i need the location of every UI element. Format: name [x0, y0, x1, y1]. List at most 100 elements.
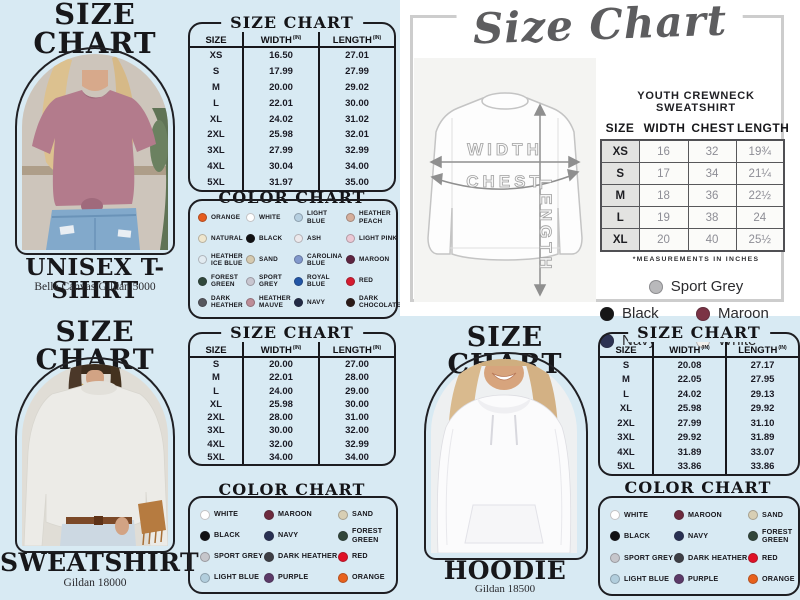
- col-length: LENGTH (IN): [725, 338, 798, 363]
- color-swatch: MAROON: [264, 506, 338, 524]
- chest-cell: 36: [687, 184, 737, 207]
- color-swatch: NATURAL: [198, 230, 246, 248]
- color-label: HEATHER ICE BLUE: [211, 252, 243, 267]
- color-label: NAVY: [278, 530, 299, 540]
- tshirt-heading: SIZE CHART: [33, 0, 157, 60]
- color-label: SPORT GREY: [214, 551, 264, 561]
- color-swatch: FOREST GREEN: [198, 272, 246, 290]
- hoodie-photo: [431, 359, 577, 553]
- size-cell: M: [212, 81, 220, 93]
- color-dot: [200, 551, 210, 562]
- color-dot: [346, 297, 355, 307]
- color-label: BLACK: [214, 530, 241, 540]
- color-dot: [610, 531, 620, 542]
- tshirt-size-table-header: SIZE WIDTH (IN) LENGTH (IN): [190, 28, 394, 53]
- sweatshirt-diagram: WIDTH CHEST LENGTH: [414, 58, 596, 302]
- col-width: WIDTH (IN): [242, 28, 318, 53]
- table-row: 4XL 31.89 33.07: [600, 445, 798, 460]
- color-swatch: HEATHER ICE BLUE: [198, 251, 246, 269]
- size-cell: S: [212, 66, 220, 78]
- width-cell: 19: [638, 206, 689, 229]
- size-cell: 4XL: [207, 160, 225, 172]
- color-swatch: Black: [600, 300, 696, 327]
- color-label: DARK HEATHER: [278, 551, 338, 561]
- size-cell: L: [213, 385, 219, 397]
- color-label: Maroon: [718, 305, 769, 322]
- color-dot: [610, 574, 620, 585]
- mauve-tshirt: [32, 90, 156, 206]
- width-cell: 22.05: [652, 372, 725, 387]
- color-dot: [346, 213, 355, 223]
- color-dot: [294, 234, 303, 244]
- color-dot: [198, 297, 207, 307]
- width-cell: 28.00: [242, 411, 318, 425]
- color-dot: [246, 255, 255, 265]
- color-swatch: SPORT GREY: [610, 549, 674, 567]
- length-cell: 27.99: [318, 63, 394, 80]
- table-row: 3XL 29.92 31.89: [600, 430, 798, 445]
- color-label: WHITE: [259, 213, 281, 221]
- sweatshirt-model-illustration: [22, 364, 168, 546]
- color-label: SAND: [259, 256, 278, 264]
- color-swatch: BLACK: [610, 527, 674, 545]
- color-swatch: FOREST GREEN: [748, 527, 796, 545]
- color-swatch: WHITE: [610, 506, 674, 524]
- width-cell: 29.92: [652, 430, 725, 445]
- youth-table-header: SIZE WIDTH CHEST LENGTH: [600, 121, 792, 135]
- length-cell: 32.00: [318, 424, 394, 438]
- hoodie-model-illustration: [431, 359, 577, 553]
- table-row: M 22.01 28.00: [190, 371, 394, 385]
- size-cell: 4XL: [207, 438, 225, 450]
- width-cell: 20: [638, 228, 689, 252]
- hood: [477, 397, 531, 414]
- color-label: SAND: [352, 509, 374, 519]
- color-dot: [338, 509, 348, 520]
- chest-cell: 40: [687, 228, 737, 252]
- color-swatch: LIGHT PINK: [346, 230, 401, 248]
- table-row: 4XL 32.00 32.99: [190, 437, 394, 451]
- jeans: [46, 208, 140, 250]
- width-cell: 31.97: [242, 174, 318, 191]
- sweatshirt-photo: [22, 364, 168, 546]
- size-cell: S: [600, 162, 640, 185]
- color-swatch: ORANGE: [198, 209, 246, 227]
- length-cell: 19¾: [735, 139, 785, 163]
- youth-table-area: YOUTH CREWNECK SWEATSHIRT SIZE WIDTH CHE…: [600, 90, 792, 354]
- color-dot: [294, 276, 303, 286]
- col-size: SIZE: [605, 121, 635, 135]
- color-dot: [346, 276, 355, 286]
- color-label: SAND: [762, 509, 784, 519]
- color-dot: [294, 255, 303, 265]
- size-cell: L: [623, 388, 629, 400]
- length-cell: 32.99: [318, 142, 394, 159]
- color-swatch: DARK HEATHER: [198, 293, 246, 311]
- color-swatch: Maroon: [696, 300, 792, 327]
- width-cell: 31.89: [652, 445, 725, 460]
- col-width: WIDTH (IN): [242, 338, 318, 363]
- length-cell: 31.00: [318, 411, 394, 425]
- tshirt-size-table-title: SIZE CHART: [221, 13, 363, 32]
- sweatshirt-size-table-header: SIZE WIDTH (IN) LENGTH (IN): [190, 338, 394, 363]
- model-neck: [82, 70, 108, 91]
- color-dot: [198, 255, 207, 265]
- color-label: DARK HEATHER: [211, 294, 243, 310]
- width-cell: 30.00: [242, 424, 318, 438]
- table-row: XL 24.02 31.02: [190, 111, 394, 127]
- color-swatch: NAVY: [294, 293, 346, 311]
- color-swatch: LIGHT BLUE: [610, 570, 674, 588]
- length-cell: 29.02: [318, 79, 394, 96]
- size-cell: 2XL: [207, 412, 225, 424]
- tshirt-product-subtitle: Bella Canvas/Gildan 5000: [34, 281, 156, 293]
- color-swatch: ORANGE: [338, 569, 394, 587]
- color-label: DARK HEATHER: [688, 552, 748, 562]
- color-label: WHITE: [214, 509, 239, 519]
- width-cell: 30.04: [242, 158, 318, 175]
- tshirt-size-table: SIZE CHART SIZE WIDTH (IN) LENGTH (IN) XS …: [188, 13, 396, 192]
- hoodie-color-chart: WHITE MAROON SAND BLACK NAVY FOREST GREE…: [598, 496, 800, 596]
- color-dot: [748, 531, 758, 542]
- tshirt-color-chart-title: COLOR CHART: [218, 188, 366, 207]
- length-cell: 29.13: [725, 387, 798, 402]
- color-dot: [264, 572, 274, 583]
- color-label: SPORT GREY: [259, 273, 283, 289]
- color-swatch: CAROLINA BLUE: [294, 251, 346, 269]
